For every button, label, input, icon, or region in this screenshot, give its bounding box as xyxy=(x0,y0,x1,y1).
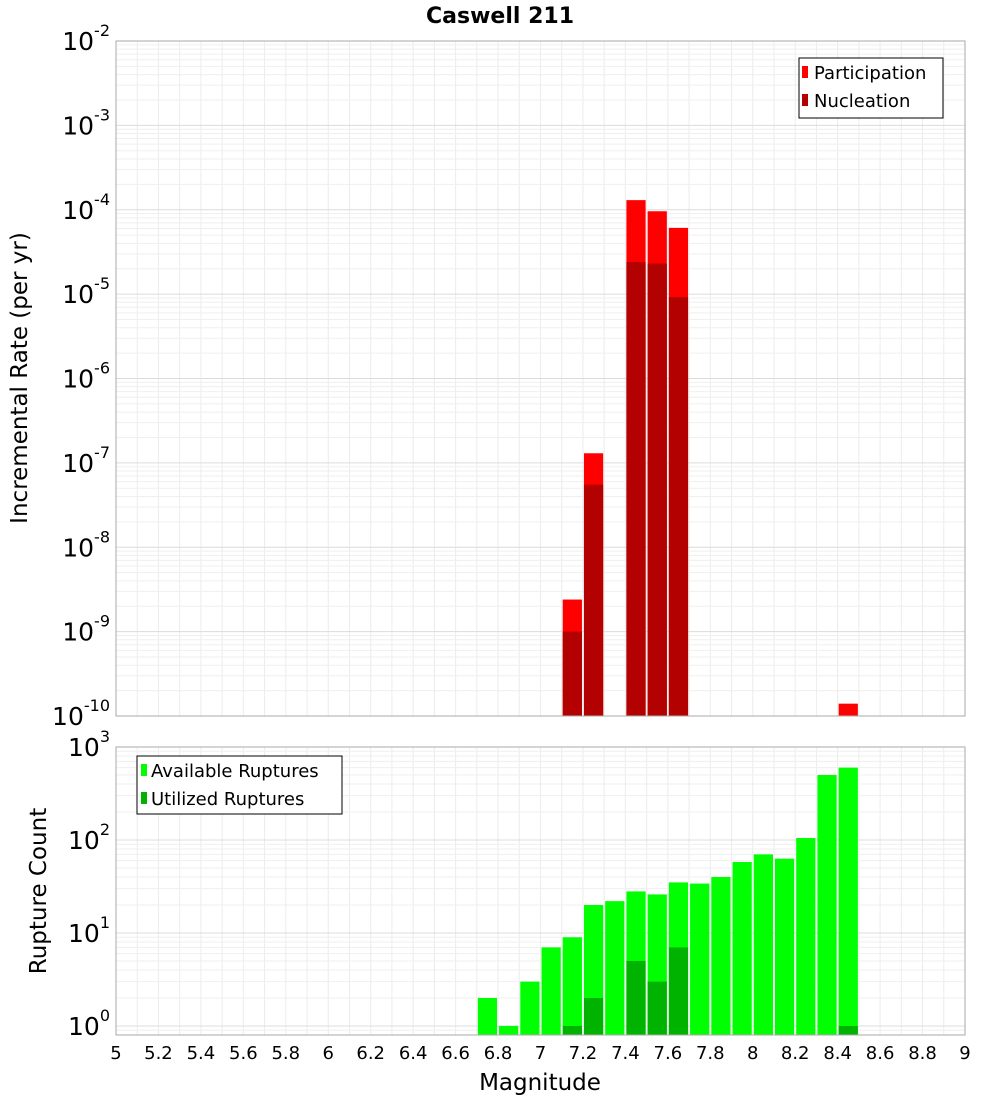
x-tick-0: 5 xyxy=(110,1043,121,1064)
legend-swatch-nucleation xyxy=(802,94,808,106)
x-tick-5: 6 xyxy=(323,1043,334,1064)
top-y-tick-3: 10-7 xyxy=(62,443,110,478)
x-tick-19: 8.8 xyxy=(908,1043,937,1064)
bar-available-ruptures-2 xyxy=(520,981,540,1035)
x-tick-4: 5.8 xyxy=(271,1043,300,1064)
bottom-y-tick-2: 102 xyxy=(68,820,110,855)
x-tick-11: 7.2 xyxy=(569,1043,598,1064)
bar-available-ruptures-10 xyxy=(690,883,710,1035)
x-tick-6: 6.2 xyxy=(356,1043,385,1064)
bottom-y-tick-0: 100 xyxy=(68,1006,110,1041)
x-tick-16: 8.2 xyxy=(781,1043,810,1064)
x-tick-10: 7 xyxy=(535,1043,546,1064)
top-bars xyxy=(562,200,858,717)
chart-title: Caswell 211 xyxy=(426,4,574,29)
x-tick-3: 5.6 xyxy=(229,1043,258,1064)
legend-label-available: Available Ruptures xyxy=(151,761,319,782)
top-grid xyxy=(115,41,966,717)
top-y-tick-labels: 10-10 10-9 10-8 10-7 10-6 10-5 10-4 10-3 10-2 xyxy=(52,21,110,731)
top-y-tick-5: 10-5 xyxy=(62,274,110,309)
x-tick-8: 6.6 xyxy=(441,1043,470,1064)
bar-available-ruptures-13 xyxy=(753,854,773,1035)
bottom-y-tick-3: 103 xyxy=(68,727,110,762)
bar-nucleation-4 xyxy=(668,297,689,716)
legend-label-participation: Participation xyxy=(814,63,926,84)
top-legend: Participation Nucleation xyxy=(798,57,944,119)
bar-utilized-ruptures-1 xyxy=(583,997,604,1035)
x-tick-14: 7.8 xyxy=(696,1043,725,1064)
top-plot: 10-10 10-9 10-8 10-7 10-6 10-5 10-4 10-3 10-2 In… xyxy=(7,21,966,731)
legend-swatch-utilized xyxy=(141,792,147,804)
bottom-bars xyxy=(477,767,858,1035)
bar-available-ruptures-0 xyxy=(477,997,498,1035)
x-tick-15: 8 xyxy=(747,1043,758,1064)
x-tick-2: 5.4 xyxy=(187,1043,216,1064)
x-tick-9: 6.8 xyxy=(484,1043,513,1064)
bar-nucleation-3 xyxy=(647,263,667,716)
bar-utilized-ruptures-4 xyxy=(668,947,689,1035)
x-tick-1: 5.2 xyxy=(144,1043,173,1064)
bottom-y-tick-1: 101 xyxy=(68,913,110,948)
bar-available-ruptures-1 xyxy=(499,1025,519,1035)
top-y-axis-label: Incremental Rate (per yr) xyxy=(7,232,33,524)
bar-utilized-ruptures-3 xyxy=(647,981,667,1035)
bottom-plot-border xyxy=(115,746,966,1036)
x-tick-13: 7.6 xyxy=(654,1043,683,1064)
x-tick-labels: 5 5.2 5.4 5.6 5.8 6 6.2 6.4 6.6 6.8 7 7.2 7.4 7.6 7.8 8… xyxy=(110,1043,970,1064)
bar-nucleation-2 xyxy=(626,262,646,716)
legend-swatch-available xyxy=(141,764,147,776)
x-tick-20: 9 xyxy=(959,1043,970,1064)
bar-available-ruptures-11 xyxy=(711,877,731,1035)
x-tick-7: 6.4 xyxy=(399,1043,428,1064)
bar-participation-5 xyxy=(838,703,858,716)
x-tick-17: 8.4 xyxy=(823,1043,852,1064)
top-y-tick-8: 10-2 xyxy=(62,21,110,56)
bar-utilized-ruptures-0 xyxy=(562,1025,582,1035)
bottom-plot: 100 101 102 103 Rupture Count Available Rup… xyxy=(26,727,966,1041)
legend-label-nucleation: Nucleation xyxy=(814,91,910,112)
bottom-y-tick-labels: 100 101 102 103 xyxy=(68,727,110,1041)
bar-available-ruptures-16 xyxy=(817,774,837,1035)
bar-available-ruptures-14 xyxy=(774,858,795,1035)
bar-available-ruptures-12 xyxy=(732,861,752,1035)
bar-nucleation-0 xyxy=(562,631,582,716)
x-tick-12: 7.4 xyxy=(611,1043,640,1064)
bottom-legend: Available Ruptures Utilized Ruptures xyxy=(136,755,343,815)
top-y-tick-6: 10-4 xyxy=(62,190,110,225)
legend-label-utilized: Utilized Ruptures xyxy=(151,789,304,810)
top-y-tick-1: 10-9 xyxy=(62,612,110,647)
bar-available-ruptures-15 xyxy=(796,838,816,1035)
bar-available-ruptures-3 xyxy=(541,947,561,1035)
top-plot-border xyxy=(115,40,966,717)
top-y-tick-2: 10-8 xyxy=(62,527,110,562)
x-tick-18: 8.6 xyxy=(866,1043,895,1064)
x-axis-label: Magnitude xyxy=(479,1070,601,1096)
bar-available-ruptures-17 xyxy=(838,767,858,1035)
bar-available-ruptures-4 xyxy=(562,937,582,1035)
top-y-tick-7: 10-3 xyxy=(62,105,110,140)
legend-swatch-participation xyxy=(802,66,808,78)
top-y-tick-0: 10-10 xyxy=(52,696,110,731)
bar-available-ruptures-6 xyxy=(605,901,625,1035)
top-y-tick-4: 10-6 xyxy=(62,359,110,394)
bar-utilized-ruptures-2 xyxy=(626,960,646,1035)
bar-utilized-ruptures-5 xyxy=(838,1025,858,1035)
bar-nucleation-1 xyxy=(583,484,604,716)
bottom-y-axis-label: Rupture Count xyxy=(26,808,52,974)
